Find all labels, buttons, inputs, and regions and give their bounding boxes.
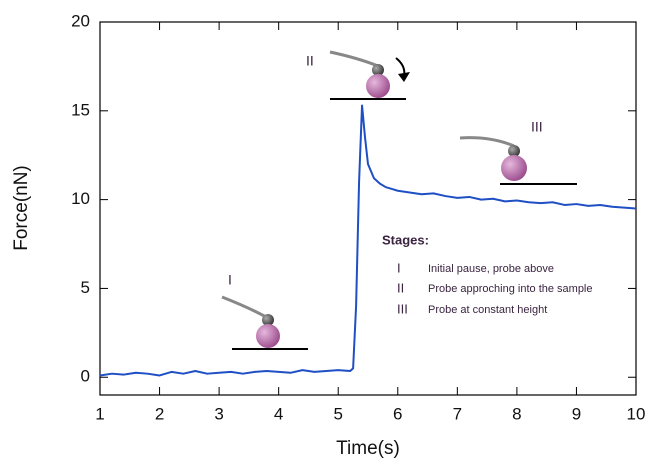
stage-marker: II [306,53,314,69]
x-tick-label: 3 [214,404,223,423]
legend-numeral: I [397,260,401,275]
x-tick-label: 5 [333,404,342,423]
stage-marker: III [531,119,543,135]
data-line [99,104,637,377]
icon-stage-1 [221,295,308,350]
legend-title: Stages: [382,232,429,247]
x-tick-label: 4 [274,404,283,423]
y-axis-label: Force(nN) [11,165,32,251]
icon-stage-3 [459,136,577,185]
x-tick-label: 9 [572,404,581,423]
legend-text: Probe at constant height [428,304,547,316]
plot-frame [99,21,637,396]
legend-numeral: III [397,301,408,316]
y-tick-label: 10 [71,189,90,208]
stage-marker: I [228,272,232,288]
x-tick-label: 8 [512,404,521,423]
y-tick-label: 5 [81,278,90,297]
x-axis-label: Time(s) [336,438,400,459]
y-tick-label: 20 [71,11,90,30]
icon-stage-2 [329,50,410,100]
x-tick-label: 1 [95,404,104,423]
legend-text: Initial pause, probe above [428,263,554,275]
legend-numeral: II [397,280,404,295]
x-tick-label: 10 [627,404,646,423]
y-tick-label: 15 [71,100,90,119]
legend-text: Probe approching into the sample [428,283,593,295]
x-tick-label: 2 [155,404,164,423]
x-tick-label: 6 [393,404,402,423]
y-tick-label: 0 [81,367,90,386]
x-tick-label: 7 [453,404,462,423]
